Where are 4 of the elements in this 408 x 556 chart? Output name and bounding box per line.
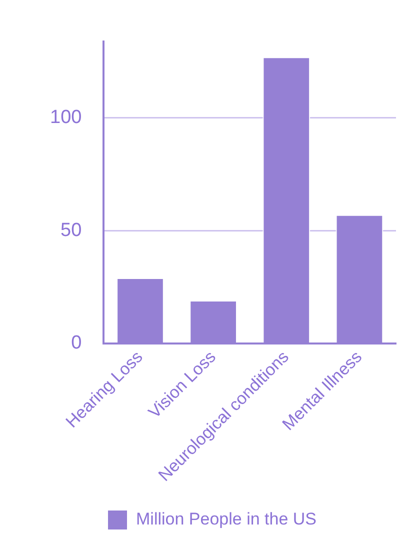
y-tick-label: 0 <box>71 332 82 354</box>
y-tick-label: 50 <box>60 220 82 241</box>
y-tick-label: 100 <box>50 107 82 128</box>
legend-label: Million People in the US <box>136 510 316 529</box>
